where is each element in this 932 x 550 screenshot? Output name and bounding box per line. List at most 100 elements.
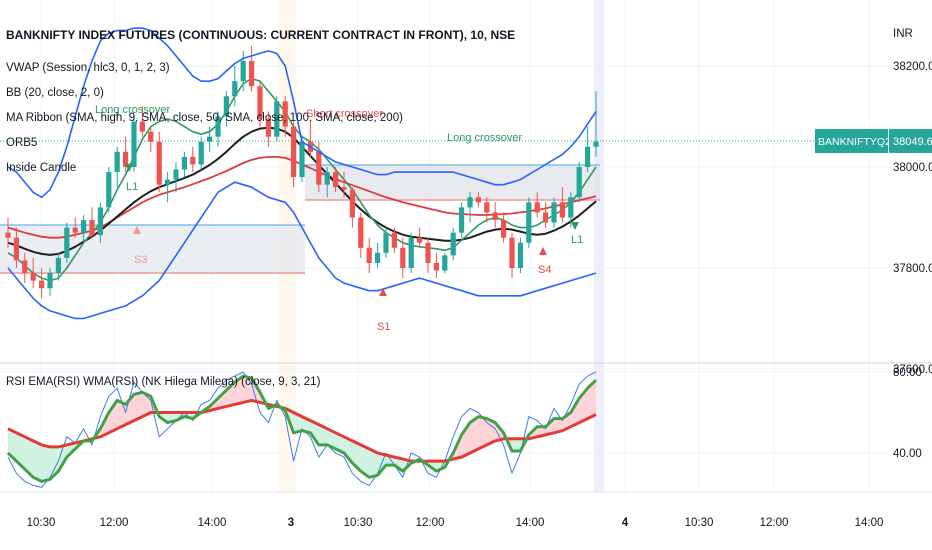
time-tick-label: 12:00 xyxy=(760,517,789,529)
rsi-fill xyxy=(293,412,302,433)
candle-body xyxy=(484,202,490,213)
candle-body xyxy=(173,169,179,180)
candle-body xyxy=(442,255,448,271)
signal-arrow-up xyxy=(379,288,387,296)
rsi-fill xyxy=(344,436,353,464)
candle-body xyxy=(206,136,213,142)
signal-s1: S1 xyxy=(377,321,390,333)
candle-body xyxy=(139,121,146,132)
time-tick-label: 4 xyxy=(622,517,629,529)
candle-body xyxy=(30,273,36,281)
time-tick-label: 12:00 xyxy=(100,517,129,529)
signal-arrow-down xyxy=(571,222,579,230)
candle-body xyxy=(450,232,456,256)
candle-body xyxy=(190,156,196,165)
time-tick-label: 14:00 xyxy=(198,517,227,529)
price-tag-symbol-bg xyxy=(815,129,888,153)
candle-body xyxy=(164,179,171,185)
candle-body xyxy=(198,141,204,165)
candle-body xyxy=(416,237,423,243)
candle-body xyxy=(80,220,87,233)
signal-long-crossover: Long crossover xyxy=(95,104,171,116)
price-axis: 38200.00 38000.00 37800.00 37600.00 xyxy=(893,61,932,376)
candle-body xyxy=(282,101,288,127)
time-tick-label: 3 xyxy=(288,517,294,529)
candle-body xyxy=(492,212,498,221)
candle-body xyxy=(584,146,591,167)
candle-body xyxy=(500,220,507,238)
price-tag-value-bg[interactable] xyxy=(889,129,932,153)
rsi-fill xyxy=(125,394,134,425)
candle-body xyxy=(324,172,330,185)
candle-body xyxy=(290,126,297,178)
rsi-fill xyxy=(587,380,596,419)
candle-body xyxy=(106,172,112,208)
candle-body xyxy=(433,262,440,271)
candle-body xyxy=(576,167,582,198)
price-tick-label: 37600.00 xyxy=(893,364,932,376)
candle-body xyxy=(383,232,389,253)
candle-body xyxy=(47,273,53,289)
bb-lower-line xyxy=(7,181,597,320)
candle-body xyxy=(64,227,70,258)
rsi-fill xyxy=(394,457,403,472)
price-tag-value: 38049.65 xyxy=(893,136,932,148)
rsi-fill xyxy=(318,424,328,445)
candle-body xyxy=(248,60,255,87)
rsi-fill xyxy=(478,416,487,449)
candle-body xyxy=(22,260,28,274)
rsi-fill xyxy=(41,444,50,482)
candle-body xyxy=(274,101,280,137)
rsi-fill xyxy=(16,432,25,470)
time-tick-label: 12:00 xyxy=(416,517,445,529)
time-tick-label: 14:00 xyxy=(516,517,545,529)
rsi-fill xyxy=(218,390,227,409)
candle-body xyxy=(156,141,162,185)
rsi-indicator-label: RSI EMA(RSI) WMA(RSI) (NK Hilega Milega)… xyxy=(6,376,321,388)
candle-body xyxy=(232,81,238,97)
rsi-pane xyxy=(6,371,598,488)
signal-s3: S3 xyxy=(134,254,147,266)
rsi-fill xyxy=(369,448,378,478)
price-tag-symbol: BANKNIFTYQ2022 xyxy=(818,136,909,148)
rsi-axis: 80.00 40.00 xyxy=(893,367,922,460)
price-tick-label: 37800.00 xyxy=(893,263,932,275)
signal-arrow-up xyxy=(133,226,141,234)
rsi-fill xyxy=(24,436,34,478)
rsi-tick-label: 40.00 xyxy=(893,448,922,460)
candle-body xyxy=(38,280,45,289)
candle-body xyxy=(425,242,431,263)
candle-body xyxy=(509,237,515,268)
price-tick-label: 38000.00 xyxy=(893,162,932,174)
candle-body xyxy=(316,151,322,185)
candle-body xyxy=(72,227,78,233)
candle-body xyxy=(475,197,482,203)
rsi-fill xyxy=(58,444,67,472)
signal-s4: S4 xyxy=(538,264,551,276)
candle-body xyxy=(299,141,305,178)
signal-l1: L1 xyxy=(126,181,138,193)
rsi-fill xyxy=(570,398,580,427)
bollinger-bands xyxy=(7,27,597,320)
candle-body xyxy=(517,242,524,268)
legend-item: Inside Candle xyxy=(6,162,76,174)
candle-body xyxy=(400,247,406,268)
rsi-fill xyxy=(33,440,42,482)
orb-box xyxy=(305,165,600,200)
time-tick-label: 10:30 xyxy=(685,517,714,529)
candle-body xyxy=(332,172,339,188)
time-axis[interactable]: 10:30 12:00 14:00 3 10:30 12:00 14:00 4 10:30 12:… xyxy=(27,517,884,529)
rsi-fill xyxy=(327,428,336,449)
rsi-fill xyxy=(234,376,244,405)
candle-body xyxy=(265,119,272,137)
candle-body xyxy=(408,237,414,268)
candle-body xyxy=(257,86,263,120)
rsi-fill xyxy=(461,422,470,458)
time-tick-label: 10:30 xyxy=(344,517,373,529)
bb-upper-line xyxy=(7,27,597,199)
candle-body xyxy=(593,141,599,147)
candle-body xyxy=(349,189,356,218)
currency-label: INR xyxy=(893,28,913,40)
chart-title: BANKNIFTY INDEX FUTURES (CONTINUOUS: CUR… xyxy=(6,28,515,42)
